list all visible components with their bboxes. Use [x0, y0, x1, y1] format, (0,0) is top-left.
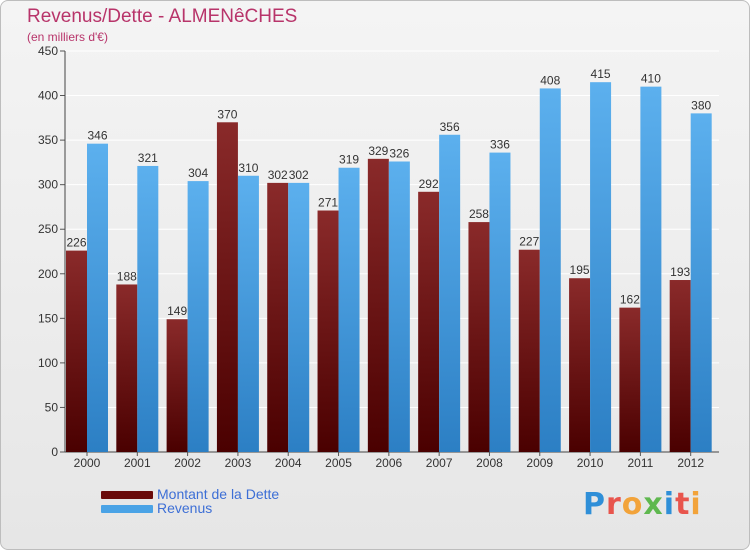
- logo-letter: r: [606, 487, 622, 522]
- x-tick-label: 2008: [476, 456, 503, 470]
- data-label: 302: [268, 168, 288, 182]
- bar-dette: [66, 250, 87, 452]
- x-tick-label: 2011: [627, 456, 653, 470]
- legend-label-revenus: Revenus: [157, 500, 213, 516]
- logo-letter: i: [663, 487, 676, 522]
- x-tick-label: 2004: [275, 456, 302, 470]
- y-tick-label: 100: [38, 356, 58, 370]
- bar-revenus: [690, 113, 712, 452]
- bar-revenus: [439, 134, 461, 452]
- bar-revenus: [187, 181, 209, 452]
- data-label: 326: [389, 146, 409, 160]
- bar-dette: [267, 182, 289, 452]
- bar-dette: [619, 307, 641, 452]
- logo-letter: o: [621, 487, 644, 522]
- data-label: 356: [440, 120, 460, 134]
- data-label: 227: [519, 235, 539, 249]
- data-label: 319: [339, 153, 359, 167]
- logo-letter: i: [690, 487, 702, 522]
- x-tick-label: 2007: [426, 456, 453, 470]
- bar-revenus: [590, 82, 612, 452]
- data-label: 408: [540, 73, 560, 87]
- y-tick-label: 350: [38, 133, 58, 147]
- x-tick-label: 2006: [375, 456, 402, 470]
- bar-revenus: [539, 88, 561, 452]
- y-tick-label: 450: [38, 44, 58, 58]
- data-label: 310: [238, 161, 258, 175]
- y-tick-label: 0: [51, 445, 58, 459]
- data-label: 302: [289, 168, 309, 182]
- bar-dette: [367, 158, 389, 452]
- bar-dette: [166, 319, 188, 452]
- bar-dette: [569, 278, 591, 452]
- bar-revenus: [237, 175, 259, 452]
- data-label: 415: [591, 67, 611, 81]
- x-tick-label: 2000: [74, 456, 101, 470]
- legend-swatch-revenus: [101, 505, 153, 513]
- bar-revenus: [640, 86, 662, 453]
- x-tick-label: 2005: [325, 456, 352, 470]
- data-label: 346: [87, 129, 107, 143]
- data-label: 195: [570, 263, 590, 277]
- data-label: 193: [670, 265, 690, 279]
- data-label: 370: [217, 107, 237, 121]
- data-label: 304: [188, 166, 208, 180]
- y-tick-label: 200: [38, 267, 58, 281]
- chart-subtitle: (en milliers d'€): [27, 30, 108, 44]
- x-tick-label: 2003: [225, 456, 252, 470]
- proxiti-logo: Proxiti: [583, 487, 702, 522]
- data-label: 380: [691, 98, 711, 112]
- data-label: 149: [167, 304, 187, 318]
- y-tick-label: 150: [38, 311, 58, 325]
- x-tick-label: 2009: [526, 456, 553, 470]
- y-tick-label: 250: [38, 222, 58, 236]
- x-tick-label: 2002: [174, 456, 201, 470]
- chart-title: Revenus/Dette - ALMENêCHES: [27, 6, 298, 27]
- data-label: 188: [117, 269, 137, 283]
- bar-dette: [669, 280, 691, 452]
- logo-letter: P: [583, 487, 606, 522]
- data-label: 329: [368, 144, 388, 158]
- bar-dette: [468, 222, 490, 452]
- legend-label-dette: Montant de la Dette: [157, 486, 280, 502]
- data-label: 258: [469, 207, 489, 221]
- bar-revenus: [489, 152, 511, 452]
- data-label: 336: [490, 138, 510, 152]
- y-tick-label: 300: [38, 178, 58, 192]
- bar-dette: [216, 122, 238, 453]
- x-tick-label: 2001: [124, 456, 151, 470]
- y-tick-label: 400: [38, 89, 58, 103]
- y-tick-label: 50: [45, 400, 59, 414]
- data-label: 226: [66, 236, 86, 250]
- logo-letter: t: [675, 487, 691, 522]
- bar-revenus: [288, 182, 310, 452]
- data-label: 410: [641, 72, 661, 86]
- data-label: 162: [620, 293, 640, 307]
- bar-revenus: [338, 167, 360, 453]
- bar-dette: [116, 284, 138, 452]
- data-label: 271: [318, 196, 338, 210]
- legend-swatch-dette: [101, 491, 153, 499]
- bar-dette: [418, 191, 440, 452]
- x-tick-label: 2012: [677, 456, 704, 470]
- x-tick-label: 2010: [577, 456, 604, 470]
- data-label: 321: [138, 151, 158, 165]
- bar-dette: [518, 249, 540, 452]
- bar-dette: [317, 210, 339, 452]
- bar-revenus: [87, 143, 108, 453]
- logo-letter: x: [643, 487, 664, 522]
- data-label: 292: [419, 177, 439, 191]
- bar-revenus: [137, 165, 159, 452]
- bar-revenus: [388, 161, 410, 452]
